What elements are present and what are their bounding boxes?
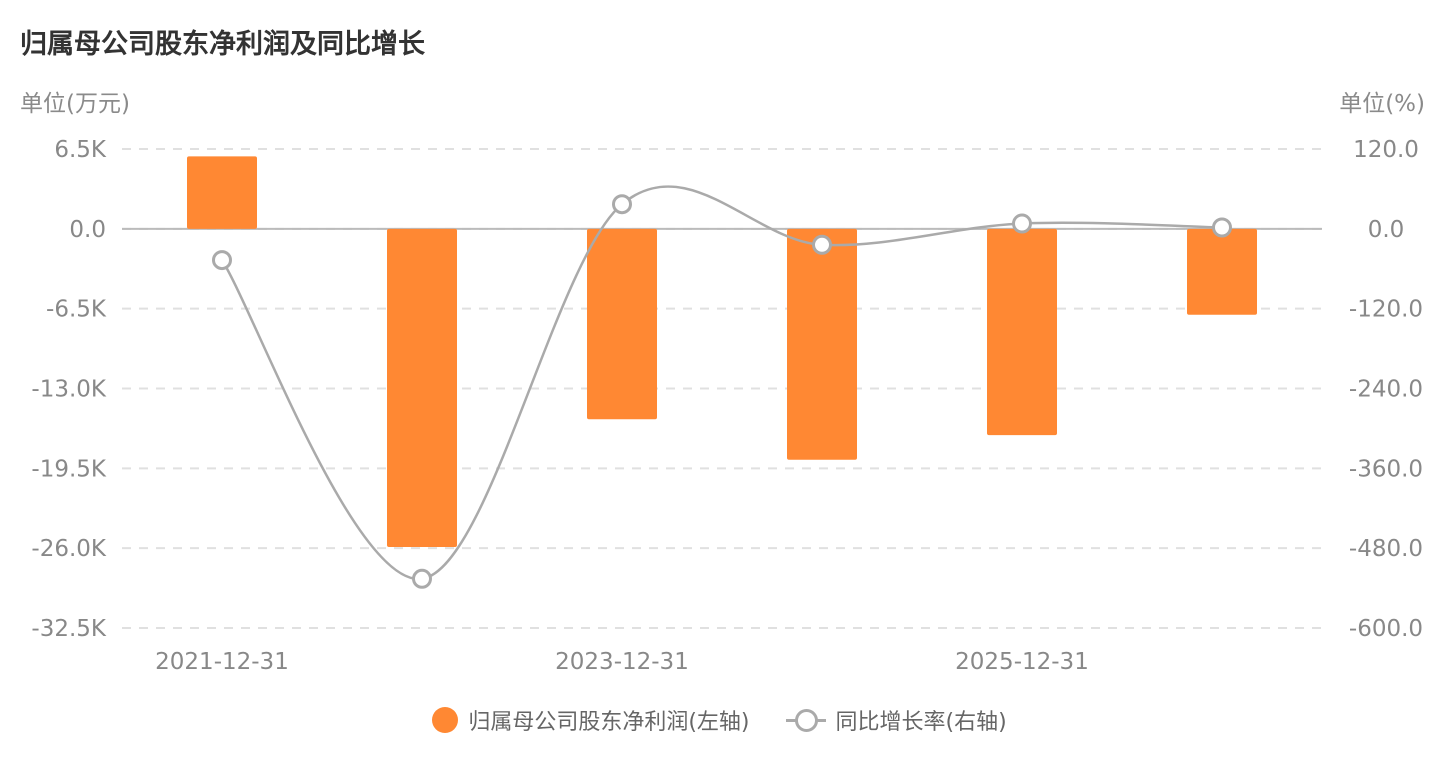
point-growth-rate <box>1012 213 1032 234</box>
point-growth-rate <box>812 234 832 255</box>
left-axis-tick-label: -6.5K <box>46 297 107 323</box>
bar-net-profit <box>1187 228 1257 315</box>
right-axis-tick-label: 0.0 <box>1368 217 1405 243</box>
bar-net-profit <box>187 156 257 229</box>
left-axis-tick-label: -32.5K <box>31 616 107 642</box>
point-growth-rate <box>612 194 632 215</box>
left-axis-tick-label: -19.5K <box>31 456 107 482</box>
point-growth-rate <box>1212 217 1232 238</box>
bar-net-profit <box>387 228 457 547</box>
legend-label-net-profit: 归属母公司股东净利润(左轴) <box>468 710 750 735</box>
chart-legend: 归属母公司股东净利润(左轴) 同比增长率(右轴) <box>0 704 1439 736</box>
legend-item-growth-rate[interactable]: 同比增长率(右轴) <box>785 704 1007 736</box>
legend-bar-marker <box>432 707 459 733</box>
right-axis-tick-label: -240.0 <box>1349 377 1423 403</box>
right-axis-tick-label: -480.0 <box>1349 536 1423 562</box>
bar-net-profit <box>587 228 657 420</box>
legend-line-marker <box>785 707 826 733</box>
left-axis-tick-label: -26.0K <box>31 536 107 562</box>
right-axis-unit: 单位(%) <box>1339 91 1425 117</box>
left-axis-tick-label: -13.0K <box>31 377 107 403</box>
bar-net-profit <box>987 228 1057 436</box>
x-axis-tick-label: 2023-12-31 <box>555 649 689 675</box>
right-axis-tick-label: -600.0 <box>1349 616 1423 642</box>
point-growth-rate <box>212 250 232 271</box>
chart-title: 归属母公司股东净利润及同比增长 <box>20 29 425 60</box>
right-axis-tick-label: 120.0 <box>1353 137 1419 163</box>
left-axis-unit: 单位(万元) <box>20 91 130 117</box>
x-axis-tick-label: 2021-12-31 <box>155 649 289 675</box>
x-axis-tick-label: 2025-12-31 <box>955 649 1089 675</box>
chart-plot: 6.5K 120.0 0.0 0.0 -6.5K -120.0 -13.0K -240.0 -1… <box>31 137 1423 675</box>
right-axis-tick-label: -360.0 <box>1349 456 1423 482</box>
left-axis-tick-label: 6.5K <box>54 137 107 163</box>
point-growth-rate <box>412 568 432 589</box>
left-axis-tick-label: 0.0 <box>69 217 106 243</box>
bar-net-profit <box>787 228 857 460</box>
right-axis-tick-label: -120.0 <box>1349 297 1423 323</box>
line-growth-rate <box>220 185 1223 581</box>
legend-label-growth-rate: 同比增长率(右轴) <box>835 710 1007 735</box>
legend-item-net-profit[interactable]: 归属母公司股东净利润(左轴) <box>432 704 750 736</box>
